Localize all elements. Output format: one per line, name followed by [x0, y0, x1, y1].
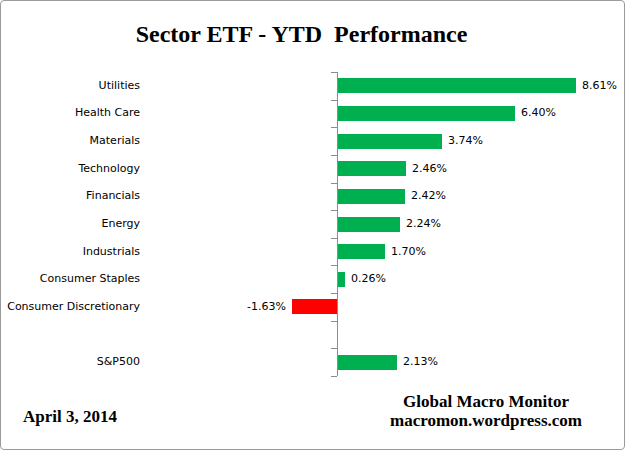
positive-bar [338, 161, 406, 176]
category-label: Consumer Discretionary [1, 300, 140, 314]
positive-bar [338, 217, 400, 232]
value-label: 2.46% [412, 162, 447, 176]
positive-bar [338, 189, 405, 204]
footer-date: April 3, 2014 [23, 407, 117, 427]
value-label: 2.24% [406, 217, 441, 231]
axis-tick-mark [331, 293, 337, 294]
axis-tick-mark [331, 376, 337, 377]
footer-source: Global Macro Monitor macromon.wordpress.… [376, 392, 596, 430]
positive-bar [338, 106, 515, 121]
axis-tick-mark [331, 155, 337, 156]
category-label: Health Care [1, 106, 140, 120]
category-label: S&P500 [1, 355, 140, 369]
category-label: Financials [1, 189, 140, 203]
axis-tick-mark [331, 238, 337, 239]
category-label: Utilities [1, 79, 140, 93]
category-label: Consumer Staples [1, 272, 140, 286]
category-label: Technology [1, 162, 140, 176]
negative-bar [292, 299, 337, 314]
positive-bar [338, 78, 576, 93]
value-label: -1.63% [247, 300, 286, 314]
axis-tick-mark [331, 127, 337, 128]
axis-tick-mark [331, 72, 337, 73]
axis-tick-mark [331, 348, 337, 349]
axis-tick-mark [331, 210, 337, 211]
chart-title: Sector ETF - YTD Performance [1, 21, 624, 48]
value-label: 0.26% [351, 272, 386, 286]
category-label: Industrials [1, 245, 140, 259]
footer-source-name: Global Macro Monitor [376, 392, 596, 411]
positive-bar [338, 272, 345, 287]
value-label: 1.70% [391, 245, 426, 259]
value-label: 6.40% [521, 106, 556, 120]
positive-bar [338, 355, 397, 370]
value-label: 2.13% [403, 355, 438, 369]
axis-tick-mark [331, 321, 337, 322]
footer-source-url: macromon.wordpress.com [376, 411, 596, 430]
category-label: Materials [1, 134, 140, 148]
positive-bar [338, 134, 442, 149]
category-label: Energy [1, 217, 140, 231]
chart: Sector ETF - YTD Performance Utilities 8.… [0, 0, 625, 450]
axis-tick-mark [331, 183, 337, 184]
axis-tick-mark [331, 265, 337, 266]
positive-bar [338, 244, 385, 259]
value-label: 2.42% [411, 189, 446, 203]
value-label: 8.61% [582, 79, 617, 93]
value-label: 3.74% [448, 134, 483, 148]
axis-tick-mark [331, 100, 337, 101]
